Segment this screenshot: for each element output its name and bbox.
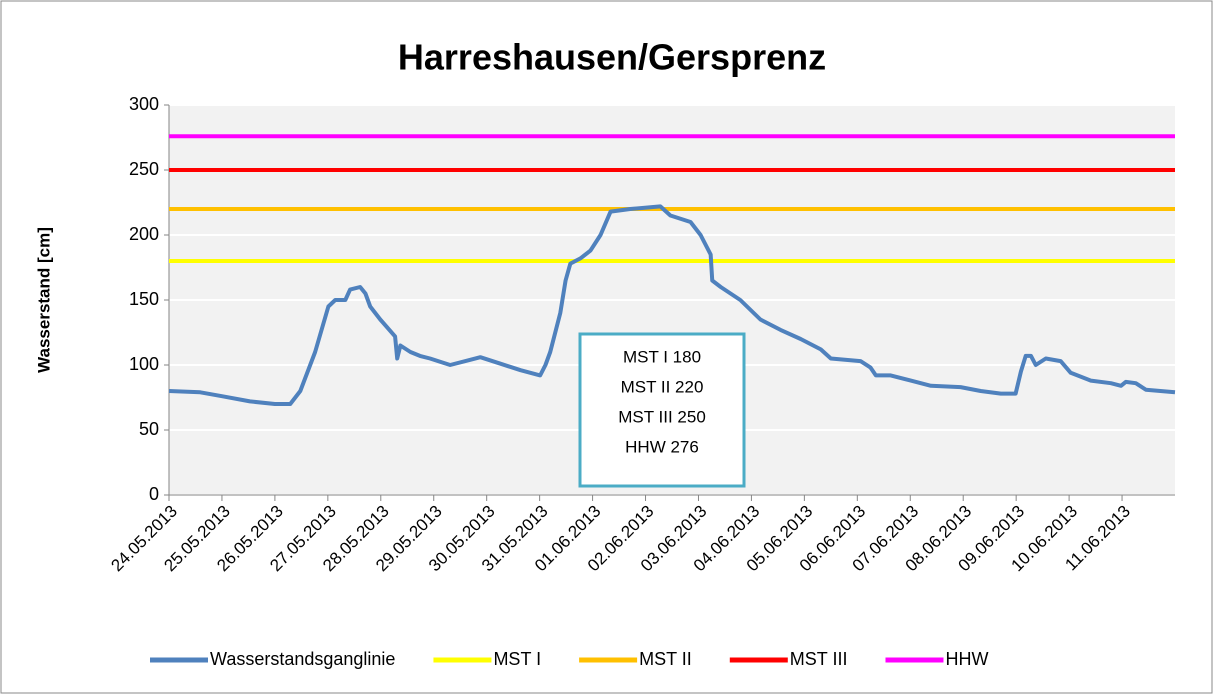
annotation-text: HHW 276 [625,437,699,456]
chart-title: Harreshausen/Gersprenz [398,37,826,78]
annotation-text: MST II 220 [621,377,704,396]
y-axis-label: Wasserstand [cm] [34,227,53,373]
y-tick-label: 300 [129,94,159,114]
data-line [168,204,1176,406]
y-tick-label: 200 [129,224,159,244]
legend-label: Wasserstandsganglinie [210,649,395,669]
y-tick-label: 100 [129,354,159,374]
annotation-text: MST I 180 [623,347,701,366]
y-tick-label: 250 [129,159,159,179]
legend-label: MST I [493,649,541,669]
legend-label: MST III [790,649,848,669]
y-tick-label: 0 [149,484,159,504]
legend-label: HHW [945,649,988,669]
annotation-text: MST III 250 [618,407,706,426]
annotation-box [578,332,746,488]
y-tick-label: 150 [129,289,159,309]
y-tick-label: 50 [139,419,159,439]
legend-label: MST II [639,649,692,669]
